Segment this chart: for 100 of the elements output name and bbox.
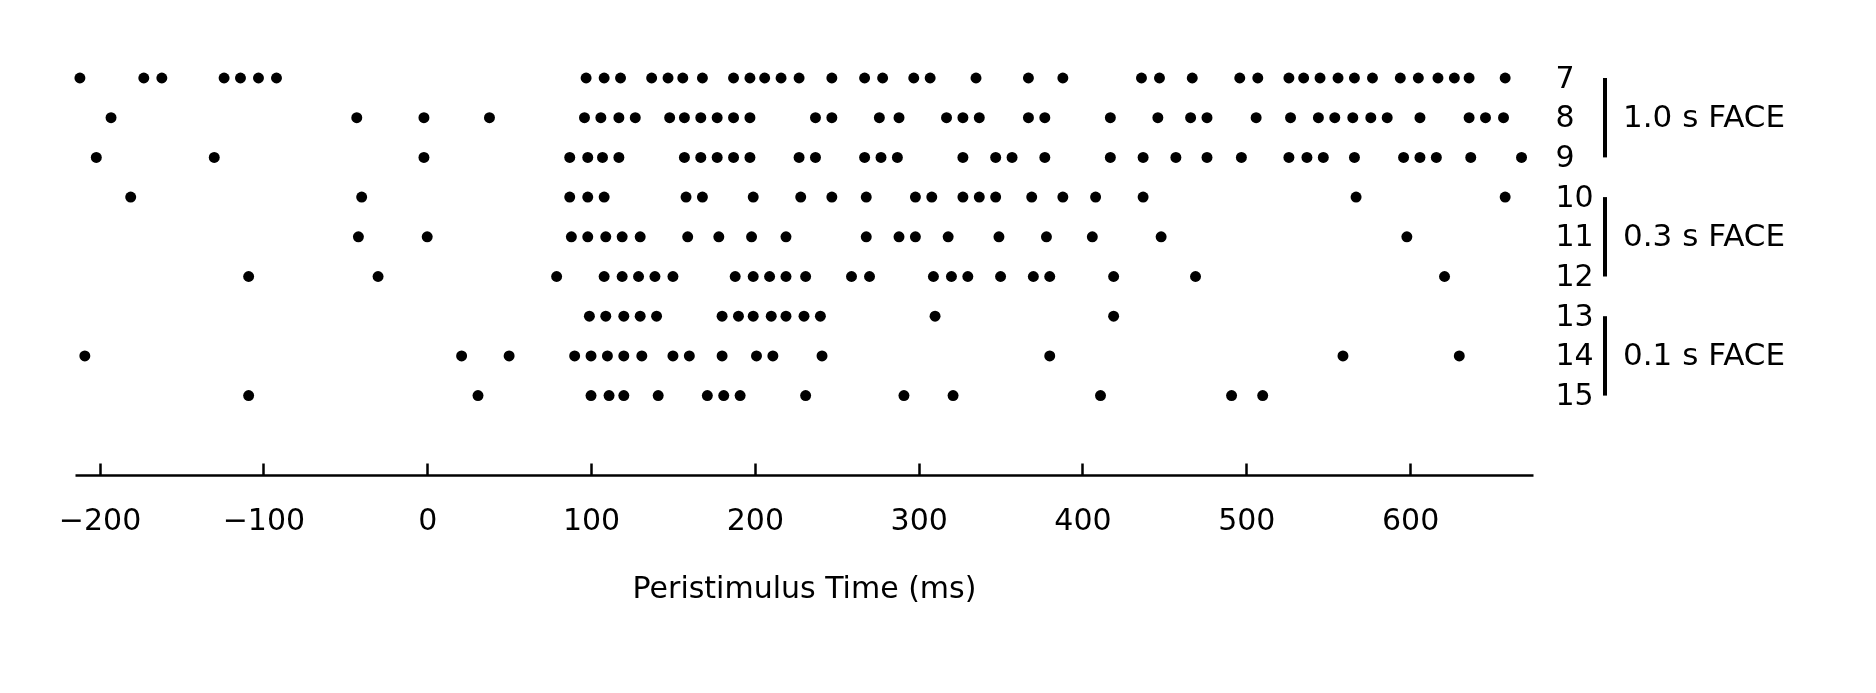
point xyxy=(713,231,725,243)
point xyxy=(1414,151,1426,163)
point xyxy=(234,72,246,84)
point xyxy=(613,151,625,163)
point xyxy=(456,350,468,362)
point xyxy=(1201,151,1213,163)
point xyxy=(253,72,264,84)
point xyxy=(1137,151,1149,163)
point xyxy=(1348,72,1360,84)
point xyxy=(680,191,692,203)
point xyxy=(860,231,872,243)
point xyxy=(351,112,363,124)
point xyxy=(551,271,563,282)
point xyxy=(800,271,812,282)
point xyxy=(598,271,610,282)
point xyxy=(569,350,581,362)
point xyxy=(483,112,495,124)
point xyxy=(995,271,1007,282)
point xyxy=(1499,191,1511,203)
point xyxy=(908,72,920,84)
point xyxy=(877,72,889,84)
point xyxy=(125,191,137,203)
point xyxy=(945,271,957,282)
point xyxy=(597,151,608,163)
y-tick-label: 13 xyxy=(1555,297,1594,333)
point xyxy=(243,390,255,402)
point xyxy=(579,112,590,124)
point xyxy=(1044,271,1056,282)
point xyxy=(582,231,594,243)
point xyxy=(990,151,1002,163)
point xyxy=(503,350,515,362)
point xyxy=(356,191,368,203)
point xyxy=(418,151,430,163)
point xyxy=(598,72,610,84)
point xyxy=(1285,112,1297,124)
point xyxy=(613,112,625,124)
x-tick-label: −100 xyxy=(222,501,306,537)
point xyxy=(600,310,612,322)
point xyxy=(764,271,776,282)
point xyxy=(1298,72,1310,84)
point xyxy=(734,390,746,402)
point xyxy=(564,151,576,163)
x-tick-label: 600 xyxy=(1382,501,1440,537)
x-axis-title: Peristimulus Time (ms) xyxy=(632,569,977,605)
point xyxy=(1499,72,1511,84)
point xyxy=(1234,72,1246,84)
point xyxy=(1329,112,1341,124)
y-tick-label: 9 xyxy=(1555,138,1575,174)
point xyxy=(595,112,607,124)
y-tick-label: 15 xyxy=(1555,377,1594,413)
point xyxy=(1201,112,1213,124)
point xyxy=(1039,151,1051,163)
point xyxy=(973,191,985,203)
x-tick-label: 500 xyxy=(1218,501,1276,537)
point xyxy=(1108,310,1120,322)
point xyxy=(1283,72,1295,84)
point xyxy=(1398,151,1410,163)
point xyxy=(793,151,805,163)
point xyxy=(695,151,707,163)
point xyxy=(1104,112,1116,124)
x-tick-label: −200 xyxy=(58,501,142,537)
y-tick-label: 11 xyxy=(1555,218,1594,254)
point xyxy=(809,112,821,124)
point xyxy=(909,191,921,203)
text: 1.0 s FACE xyxy=(1623,97,1786,134)
point xyxy=(1465,151,1477,163)
point xyxy=(800,390,812,402)
point xyxy=(1039,112,1051,124)
point xyxy=(927,271,939,282)
point xyxy=(942,231,954,243)
y-tick-label: 7 xyxy=(1555,59,1575,95)
point xyxy=(1257,390,1269,402)
point xyxy=(271,72,282,84)
point xyxy=(809,151,821,163)
point xyxy=(618,310,630,322)
point xyxy=(780,310,792,322)
point xyxy=(1480,112,1491,124)
point xyxy=(780,271,792,282)
point xyxy=(732,310,744,322)
point xyxy=(1057,72,1069,84)
point xyxy=(1332,72,1344,84)
y-tick-label: 8 xyxy=(1555,99,1575,135)
x-tick-label: 100 xyxy=(562,501,621,537)
point xyxy=(74,72,86,84)
point xyxy=(1401,231,1413,243)
point xyxy=(352,231,364,243)
point xyxy=(582,151,594,163)
point xyxy=(618,390,630,402)
point xyxy=(598,191,610,203)
point xyxy=(864,271,876,282)
point xyxy=(1347,112,1359,124)
point xyxy=(421,231,433,243)
point xyxy=(1381,112,1393,124)
point xyxy=(1448,72,1460,84)
point xyxy=(744,72,756,84)
point xyxy=(696,72,708,84)
point xyxy=(993,231,1005,243)
text: 0.3 s FACE xyxy=(1623,216,1786,253)
point xyxy=(695,112,707,124)
point xyxy=(747,271,759,282)
